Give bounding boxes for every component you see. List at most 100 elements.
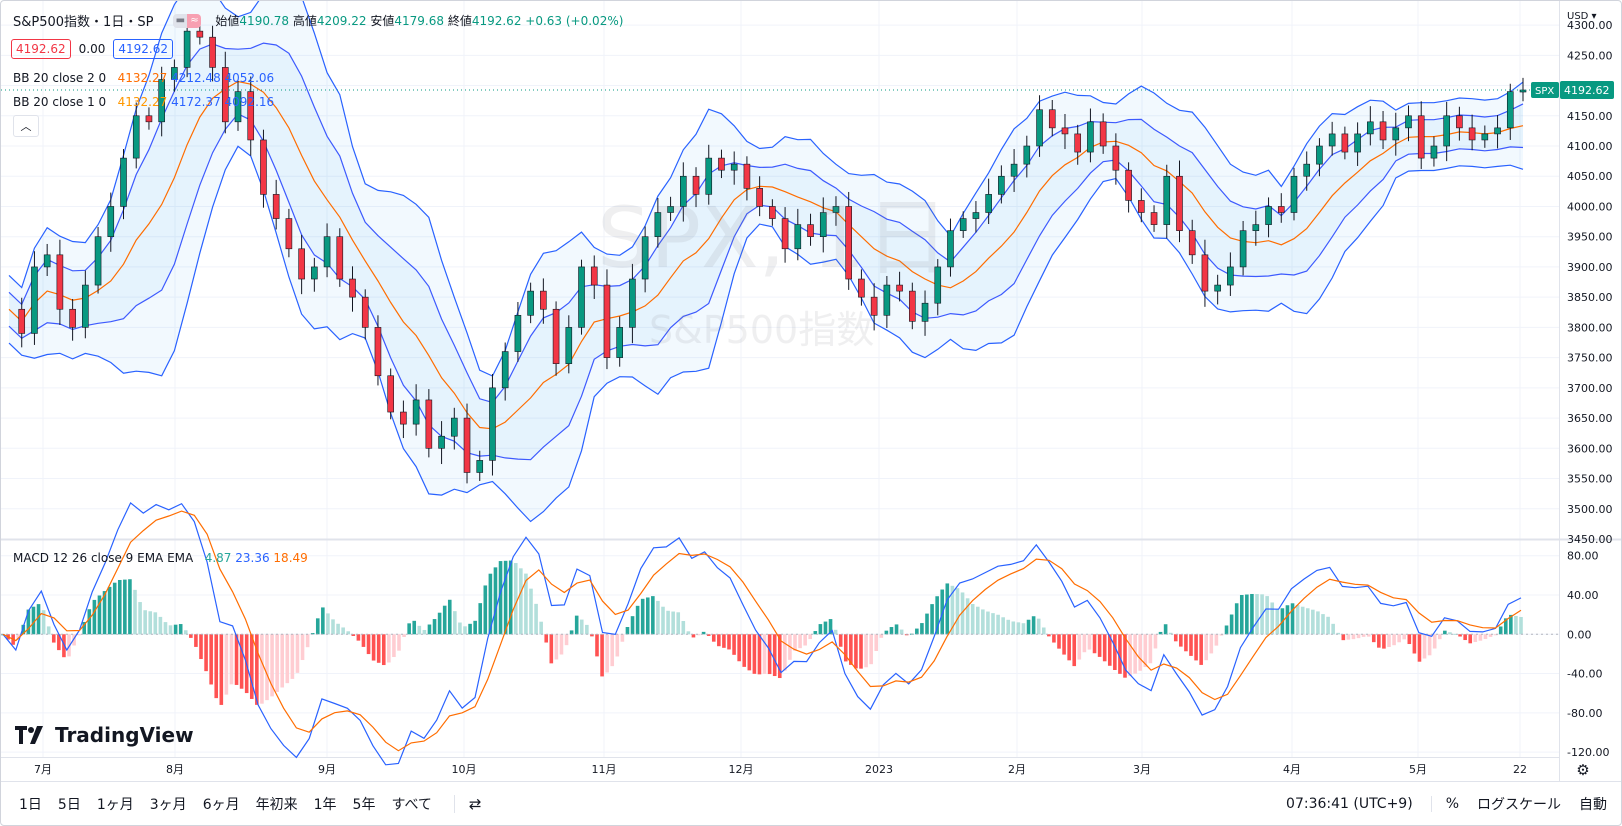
bb1-legend[interactable]: BB 20 close 1 0 4132.27 4172.37 4092.16 [13, 95, 274, 109]
price-tick-label: 3850.00 [1567, 291, 1613, 304]
macd-histogram-bar [1341, 634, 1346, 641]
log-scale-toggle[interactable]: ログスケール [1477, 797, 1561, 813]
candle-body [1468, 127, 1476, 141]
candle-body [718, 157, 725, 171]
macd-tick-label: -40.00 [1567, 668, 1602, 681]
tradingview-logo[interactable]: TradingView [15, 723, 194, 747]
price-tick-label: 3600.00 [1567, 442, 1613, 455]
macd-histogram-bar [1316, 611, 1320, 635]
macd-histogram-bar [295, 634, 300, 673]
candle-body [769, 206, 776, 219]
macd-histogram-bar [351, 634, 356, 636]
macd-histogram-bar [1011, 621, 1016, 635]
macd-histogram-bar [630, 616, 635, 635]
candle-body [870, 296, 878, 316]
bb2-legend[interactable]: BB 20 close 2 0 4132.27 4212.48 4052.06 [13, 71, 274, 85]
price-tick-label: 3750.00 [1567, 352, 1613, 365]
macd-histogram-bar [143, 610, 147, 635]
symbol-title[interactable]: S&P500指数・1日・SP [13, 15, 154, 30]
range-all[interactable]: すべて [391, 797, 432, 813]
macd-histogram-bar [595, 634, 599, 657]
macd-histogram-bar [1199, 634, 1203, 665]
change-value: +0.63 (+0.02%) [525, 14, 624, 28]
macd-histogram-bar [1417, 634, 1422, 662]
macd-histogram-bar [1275, 608, 1280, 635]
candle-body [527, 290, 534, 316]
bb1-label[interactable]: BB 20 close 1 0 [13, 95, 107, 109]
candle-body [1277, 206, 1285, 213]
macd-histogram-bar [412, 620, 417, 635]
macd-histogram-bar [1300, 606, 1305, 635]
candle-body [845, 206, 852, 280]
candle-body [145, 115, 153, 123]
candle-body [934, 266, 942, 304]
eye-off-icon[interactable]: ▬ [173, 13, 188, 28]
macd-histogram-bar [1087, 634, 1092, 650]
range-1y[interactable]: 1年 [313, 797, 337, 813]
bb2-label[interactable]: BB 20 close 2 0 [13, 71, 107, 85]
candle-body [1138, 200, 1145, 213]
sell-button[interactable]: 4192.62 [11, 39, 71, 59]
candle-body [680, 175, 687, 207]
macd-histogram-bar [46, 626, 51, 635]
bb1-upper: 4172.37 [171, 95, 221, 109]
goto-date-icon[interactable]: ⇄ [453, 795, 482, 813]
range-1d[interactable]: 1日 [19, 797, 42, 813]
macd-histogram-bar [194, 634, 198, 647]
macd-histogram-bar [16, 634, 21, 641]
macd-histogram-bar [1031, 616, 1036, 635]
macd-legend[interactable]: MACD 12 26 close 9 EMA EMA 4.87 23.36 18… [13, 551, 308, 565]
wave-icon[interactable]: ≈ [187, 13, 202, 28]
candle-body [1112, 145, 1120, 171]
macd-histogram-bar [1229, 614, 1234, 635]
macd-histogram-bar [117, 579, 122, 635]
candle-body [1379, 121, 1387, 141]
candle-body [1367, 121, 1374, 135]
range-5d[interactable]: 5日 [57, 797, 81, 813]
macd-histogram-bar [178, 624, 183, 635]
macd-histogram-bar [463, 626, 467, 635]
range-3m[interactable]: 3ヶ月 [149, 797, 187, 813]
macd-histogram-bar [1366, 634, 1371, 637]
percent-toggle[interactable]: % [1430, 796, 1459, 812]
macd-histogram-bar [427, 624, 432, 635]
range-5y[interactable]: 5年 [352, 797, 376, 813]
macd-histogram-bar [1184, 634, 1188, 652]
macd-histogram-bar [102, 591, 107, 635]
macd-histogram-bar [133, 589, 137, 635]
macd-histogram-bar [381, 634, 386, 666]
candle-body [272, 194, 280, 219]
candle-body [158, 79, 165, 123]
macd-histogram-bar [1158, 631, 1163, 635]
candle-body [94, 236, 102, 286]
candle-body [1239, 230, 1247, 268]
range-ytd[interactable]: 年初来 [255, 797, 298, 813]
macd-histogram-bar [417, 625, 422, 635]
macd-histogram-bar [1453, 633, 1457, 635]
macd-tick-label: 40.00 [1567, 589, 1599, 602]
range-1m[interactable]: 1ヶ月 [96, 797, 134, 813]
macd-histogram-bar [1468, 634, 1473, 644]
collapse-legend-button[interactable]: ︿ [13, 115, 39, 137]
macd-histogram-bar [600, 634, 604, 677]
visibility-toggle[interactable]: ▬ ≈ [173, 13, 202, 28]
macd-label[interactable]: MACD 12 26 close 9 EMA EMA [13, 551, 194, 565]
auto-scale-toggle[interactable]: 自動 [1579, 797, 1607, 813]
candle-body [1010, 163, 1018, 177]
macd-histogram-bar [1290, 603, 1295, 635]
candle-body [374, 327, 382, 377]
range-6m[interactable]: 6ヶ月 [202, 797, 240, 813]
macd-histogram-bar [808, 634, 813, 640]
buy-button[interactable]: 4192.62 [113, 39, 173, 59]
symbol-tag-bg [1531, 82, 1559, 99]
candle-body [1354, 133, 1361, 153]
clock[interactable]: 07:36:41 (UTC+9) [1286, 796, 1413, 812]
gear-icon[interactable]: ⚙ [1576, 761, 1589, 779]
macd-histogram-bar [41, 610, 46, 635]
macd-histogram-bar [651, 596, 655, 635]
macd-histogram-bar [975, 606, 980, 635]
macd-histogram-bar [493, 567, 498, 635]
macd-histogram-bar [889, 627, 894, 635]
